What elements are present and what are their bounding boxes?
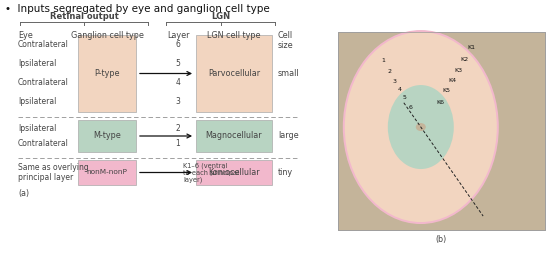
Text: K2: K2 bbox=[461, 57, 469, 62]
Bar bbox=[338, 32, 545, 230]
Bar bbox=[338, 32, 545, 230]
Bar bbox=[78, 160, 136, 185]
Ellipse shape bbox=[399, 99, 443, 155]
Text: 1: 1 bbox=[382, 59, 386, 63]
Bar bbox=[78, 120, 136, 152]
Text: (b): (b) bbox=[436, 235, 447, 244]
Text: K4: K4 bbox=[449, 78, 457, 83]
Ellipse shape bbox=[386, 83, 456, 171]
Text: Eye: Eye bbox=[18, 31, 33, 40]
Text: K3: K3 bbox=[454, 69, 462, 73]
Bar bbox=[196, 35, 272, 112]
Text: 5: 5 bbox=[176, 59, 181, 68]
Text: Ipsilateral: Ipsilateral bbox=[18, 59, 57, 68]
Bar bbox=[196, 120, 272, 152]
Text: M-type: M-type bbox=[93, 132, 121, 141]
Ellipse shape bbox=[357, 47, 485, 207]
Text: Koniocellular: Koniocellular bbox=[208, 168, 260, 177]
Text: 4: 4 bbox=[398, 87, 402, 92]
Text: Layer: Layer bbox=[167, 31, 189, 40]
Text: nonM-nonP: nonM-nonP bbox=[87, 169, 127, 176]
Text: Contralateral: Contralateral bbox=[18, 139, 69, 148]
Text: Same as overlying
principal layer: Same as overlying principal layer bbox=[18, 163, 89, 182]
Text: 6: 6 bbox=[408, 105, 412, 110]
Text: K5: K5 bbox=[442, 88, 451, 93]
Text: 6: 6 bbox=[176, 40, 181, 49]
Text: Magnocellular: Magnocellular bbox=[206, 132, 262, 141]
Bar bbox=[338, 32, 545, 230]
Ellipse shape bbox=[366, 59, 476, 195]
Bar bbox=[196, 160, 272, 185]
Text: K6: K6 bbox=[436, 100, 445, 105]
Text: Ipsilateral: Ipsilateral bbox=[18, 97, 57, 106]
Ellipse shape bbox=[355, 45, 487, 209]
Text: 2: 2 bbox=[176, 124, 181, 134]
Text: tiny: tiny bbox=[278, 168, 293, 177]
Text: Cell
size: Cell size bbox=[278, 31, 294, 50]
Text: 3: 3 bbox=[176, 97, 181, 106]
Text: (a): (a) bbox=[18, 189, 29, 198]
Text: Ipsilateral: Ipsilateral bbox=[18, 124, 57, 134]
Ellipse shape bbox=[343, 30, 499, 224]
Text: Parvocellular: Parvocellular bbox=[208, 69, 260, 78]
Text: •  Inputs segregated by eye and ganglion cell type: • Inputs segregated by eye and ganglion … bbox=[5, 4, 270, 14]
Text: small: small bbox=[278, 69, 300, 78]
Text: LGN cell type: LGN cell type bbox=[208, 31, 261, 40]
Text: P-type: P-type bbox=[94, 69, 120, 78]
Text: LGN: LGN bbox=[211, 12, 230, 21]
Text: Contralateral: Contralateral bbox=[18, 40, 69, 49]
Text: 5: 5 bbox=[403, 95, 407, 100]
Text: K1: K1 bbox=[467, 45, 475, 50]
Ellipse shape bbox=[345, 32, 497, 222]
Bar bbox=[78, 35, 136, 112]
Text: 1: 1 bbox=[176, 139, 181, 148]
Ellipse shape bbox=[416, 123, 426, 131]
Text: large: large bbox=[278, 132, 299, 141]
Text: Ganglion cell type: Ganglion cell type bbox=[71, 31, 143, 40]
Text: Retinal output: Retinal output bbox=[49, 12, 119, 21]
Text: 2: 2 bbox=[388, 69, 391, 74]
Ellipse shape bbox=[376, 71, 466, 183]
Ellipse shape bbox=[388, 85, 454, 169]
Text: 4: 4 bbox=[176, 78, 181, 87]
Ellipse shape bbox=[368, 61, 474, 193]
Text: 3: 3 bbox=[393, 79, 397, 84]
Ellipse shape bbox=[378, 73, 464, 181]
Text: Contralateral: Contralateral bbox=[18, 78, 69, 87]
Ellipse shape bbox=[397, 97, 445, 157]
Text: K1–6 (ventral
to each principal
layer): K1–6 (ventral to each principal layer) bbox=[183, 162, 239, 183]
